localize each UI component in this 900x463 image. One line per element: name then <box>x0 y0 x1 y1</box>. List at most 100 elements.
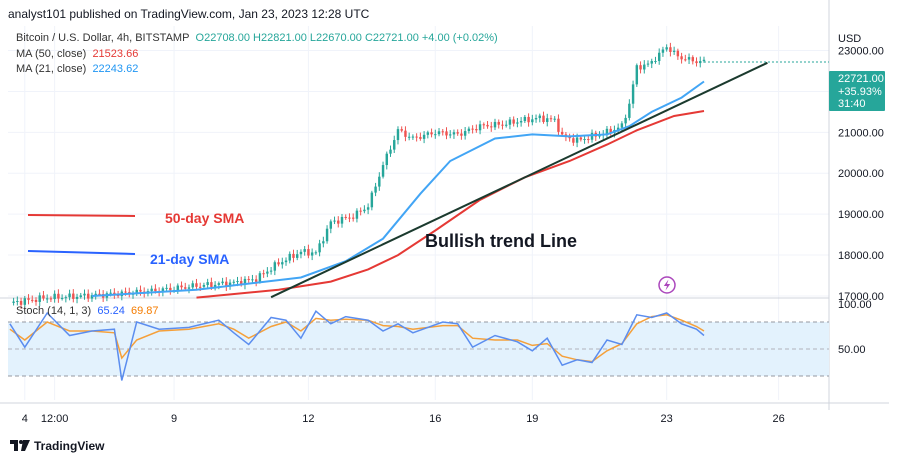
candle-body <box>139 289 142 292</box>
candle-body <box>243 278 247 285</box>
candle-body <box>27 298 30 300</box>
ma21-row: MA (21, close) 22243.62 <box>16 62 498 78</box>
candle-body <box>281 262 284 265</box>
candle-body <box>643 64 646 70</box>
candle-body <box>191 283 194 288</box>
time-tick-label: 19 <box>526 413 538 425</box>
candle-body <box>523 116 527 122</box>
ma50-value: 21523.66 <box>92 47 139 60</box>
candle-body <box>254 279 258 282</box>
candle-body <box>393 140 396 150</box>
candle-body <box>98 293 101 295</box>
candle-body <box>572 138 575 143</box>
candle-body <box>389 149 392 154</box>
stoch-label[interactable]: Stoch (14, 1, 3) <box>16 305 92 317</box>
candle-body <box>400 129 403 131</box>
candle-body <box>202 285 206 287</box>
candle-body <box>672 50 676 52</box>
candle-body <box>210 282 213 287</box>
sma50-legend-line <box>27 214 136 217</box>
candle-body <box>657 52 661 62</box>
symbol-label[interactable]: Bitcoin / U.S. Dollar, 4h, BITSTAMP <box>16 32 190 44</box>
candle-body <box>370 192 374 208</box>
open-value: O22708.00 <box>195 32 250 44</box>
candle-body <box>560 131 564 135</box>
ma50-line <box>196 110 705 299</box>
candle-body <box>124 291 127 293</box>
candle-body <box>661 49 665 53</box>
change-value: +4.00 (+0.02%) <box>421 32 498 44</box>
candle-body <box>228 282 232 287</box>
candle-body <box>598 135 601 137</box>
lightning-icon[interactable] <box>658 276 676 294</box>
candle-body <box>225 281 228 287</box>
candle-body <box>460 133 463 136</box>
ohlc-row: Bitcoin / U.S. Dollar, 4h, BITSTAMP O227… <box>16 31 498 47</box>
time-tick-label: 16 <box>429 413 441 425</box>
candle-body <box>169 287 172 291</box>
candle-body <box>665 47 668 50</box>
candle-body <box>310 252 314 256</box>
high-value: H22821.00 <box>253 32 307 44</box>
candle-body <box>333 220 336 222</box>
candle-body <box>19 300 23 305</box>
candle-body <box>519 121 523 123</box>
candle-body <box>628 103 631 118</box>
candle-body <box>587 139 590 141</box>
candle-body <box>396 129 400 141</box>
time-tick-label: 9 <box>171 413 177 425</box>
ma21-label[interactable]: MA (21, close) <box>16 63 87 75</box>
footer-brand[interactable]: TradingView <box>10 439 104 454</box>
stoch-d-line <box>9 314 705 363</box>
badge-countdown: 31:40 <box>838 98 866 110</box>
candle-body <box>557 118 560 132</box>
candle-body <box>631 84 635 104</box>
candle-body <box>579 137 583 140</box>
candle-body <box>12 301 15 303</box>
candle-body <box>325 228 329 242</box>
candle-body <box>292 253 295 258</box>
candle-body <box>508 119 512 125</box>
candle-body <box>378 176 381 187</box>
candle-body <box>654 61 657 63</box>
candle-body <box>31 299 34 301</box>
candle-body <box>38 295 41 302</box>
candle-body <box>415 136 418 138</box>
candle-body <box>161 288 165 293</box>
candle-body <box>456 132 459 134</box>
stoch-d-value: 69.87 <box>131 305 159 317</box>
candle-body <box>616 127 620 130</box>
price-tick-label: 19000.00 <box>838 209 884 221</box>
candle-body <box>45 298 49 300</box>
candle-body <box>646 63 650 65</box>
legend: Bitcoin / U.S. Dollar, 4h, BITSTAMP O227… <box>16 31 498 78</box>
candle-body <box>486 124 489 127</box>
candle-body <box>624 117 627 124</box>
candle-body <box>680 56 683 60</box>
candle-body <box>34 299 38 302</box>
candle-body <box>150 288 153 292</box>
candle-body <box>669 47 672 52</box>
stoch-axis: 100.00 50.00 <box>838 299 872 356</box>
trend-annotation: Bullish trend Line <box>425 231 577 251</box>
candle-body <box>702 59 706 62</box>
candle-body <box>404 130 407 137</box>
time-axis: 4 12:00 9 12 16 19 23 26 <box>22 413 785 425</box>
candle-body <box>176 285 180 291</box>
candle-body <box>184 287 187 289</box>
stoch-legend: Stoch (14, 1, 3) 65.24 69.87 <box>16 305 159 317</box>
ma50-label[interactable]: MA (50, close) <box>16 47 87 60</box>
publish-header: analyst101 published on TradingView.com,… <box>8 7 370 21</box>
candle-body <box>497 121 500 125</box>
candle-body <box>299 251 303 255</box>
candle-body <box>684 59 687 61</box>
candle-body <box>83 293 86 296</box>
candle-body <box>639 65 642 70</box>
candle-body <box>449 134 452 136</box>
candle-body <box>445 131 448 136</box>
candle-body <box>549 118 553 120</box>
candle-body <box>232 281 235 283</box>
candle-body <box>441 131 444 133</box>
candle-body <box>493 121 497 128</box>
time-tick-label: 26 <box>772 413 784 425</box>
